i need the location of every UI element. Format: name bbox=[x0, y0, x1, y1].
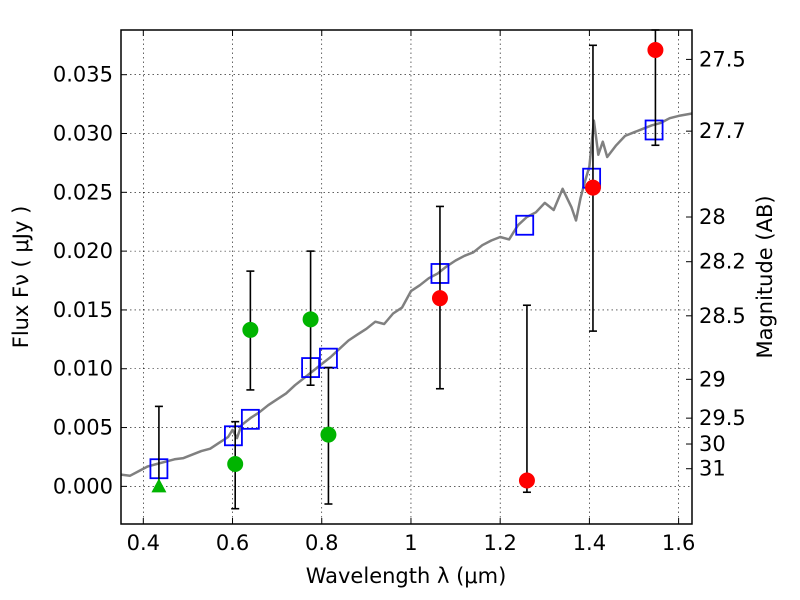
magnitude-tick-label: 31 bbox=[699, 457, 726, 481]
grid bbox=[121, 30, 692, 524]
green-data-point bbox=[302, 311, 319, 328]
model-spectrum-line bbox=[120, 112, 693, 478]
magnitude-tick-label: 30 bbox=[699, 432, 726, 456]
y-tick-label: 0.000 bbox=[53, 474, 113, 498]
x-tick-label: 1.6 bbox=[662, 531, 695, 555]
green-data-point bbox=[320, 426, 337, 443]
y-tick-label: 0.010 bbox=[53, 357, 113, 381]
x-tick-label: 0.4 bbox=[127, 531, 160, 555]
red-data-point bbox=[431, 290, 448, 307]
y-tick-label: 0.005 bbox=[53, 416, 113, 440]
green-data-point bbox=[242, 321, 259, 338]
model-photometry-square bbox=[240, 408, 260, 430]
magnitude-tick-label: 27.7 bbox=[699, 119, 746, 143]
magnitude-axis-label: Magnitude (AB) bbox=[753, 195, 777, 358]
y-tick-label: 0.035 bbox=[53, 63, 113, 87]
plot-frame bbox=[120, 29, 693, 525]
model-photometry-square bbox=[224, 425, 243, 447]
red-data-point bbox=[518, 472, 535, 489]
plot-data bbox=[120, 29, 693, 510]
magnitude-tick-label: 29.5 bbox=[699, 406, 746, 430]
model-photometry-square bbox=[644, 119, 664, 141]
x-tick-label: 1 bbox=[404, 531, 417, 555]
x-tick-label: 1.2 bbox=[483, 531, 516, 555]
red-data-point bbox=[647, 41, 664, 58]
magnitude-tick-label: 28.2 bbox=[699, 250, 746, 274]
ticks: 0.4 0.6 0.8 1 1.2 1.4 1.6 0.000 0.005 0.010 0.015 0… bbox=[53, 30, 746, 555]
y-tick-label: 0.020 bbox=[53, 239, 113, 263]
upper-limit-triangle bbox=[151, 478, 167, 493]
y-tick-label: 0.015 bbox=[53, 298, 113, 322]
y-tick-label: 0.030 bbox=[53, 122, 113, 146]
model-photometry-square bbox=[515, 214, 535, 236]
magnitude-tick-label: 28 bbox=[699, 205, 726, 229]
x-tick-label: 1.4 bbox=[573, 531, 606, 555]
magnitude-tick-label: 28.5 bbox=[699, 304, 746, 328]
x-axis-label: Wavelength λ (μm) bbox=[306, 564, 507, 588]
green-data-point bbox=[227, 456, 244, 473]
x-tick-label: 0.6 bbox=[216, 531, 249, 555]
magnitude-tick-label: 29 bbox=[699, 367, 726, 391]
y-axis-label: Flux Fν ( μJy ) bbox=[9, 206, 33, 349]
y-tick-label: 0.025 bbox=[53, 180, 113, 204]
magnitude-tick-label: 27.5 bbox=[699, 47, 746, 71]
x-tick-label: 0.8 bbox=[305, 531, 338, 555]
red-data-point bbox=[584, 179, 601, 196]
